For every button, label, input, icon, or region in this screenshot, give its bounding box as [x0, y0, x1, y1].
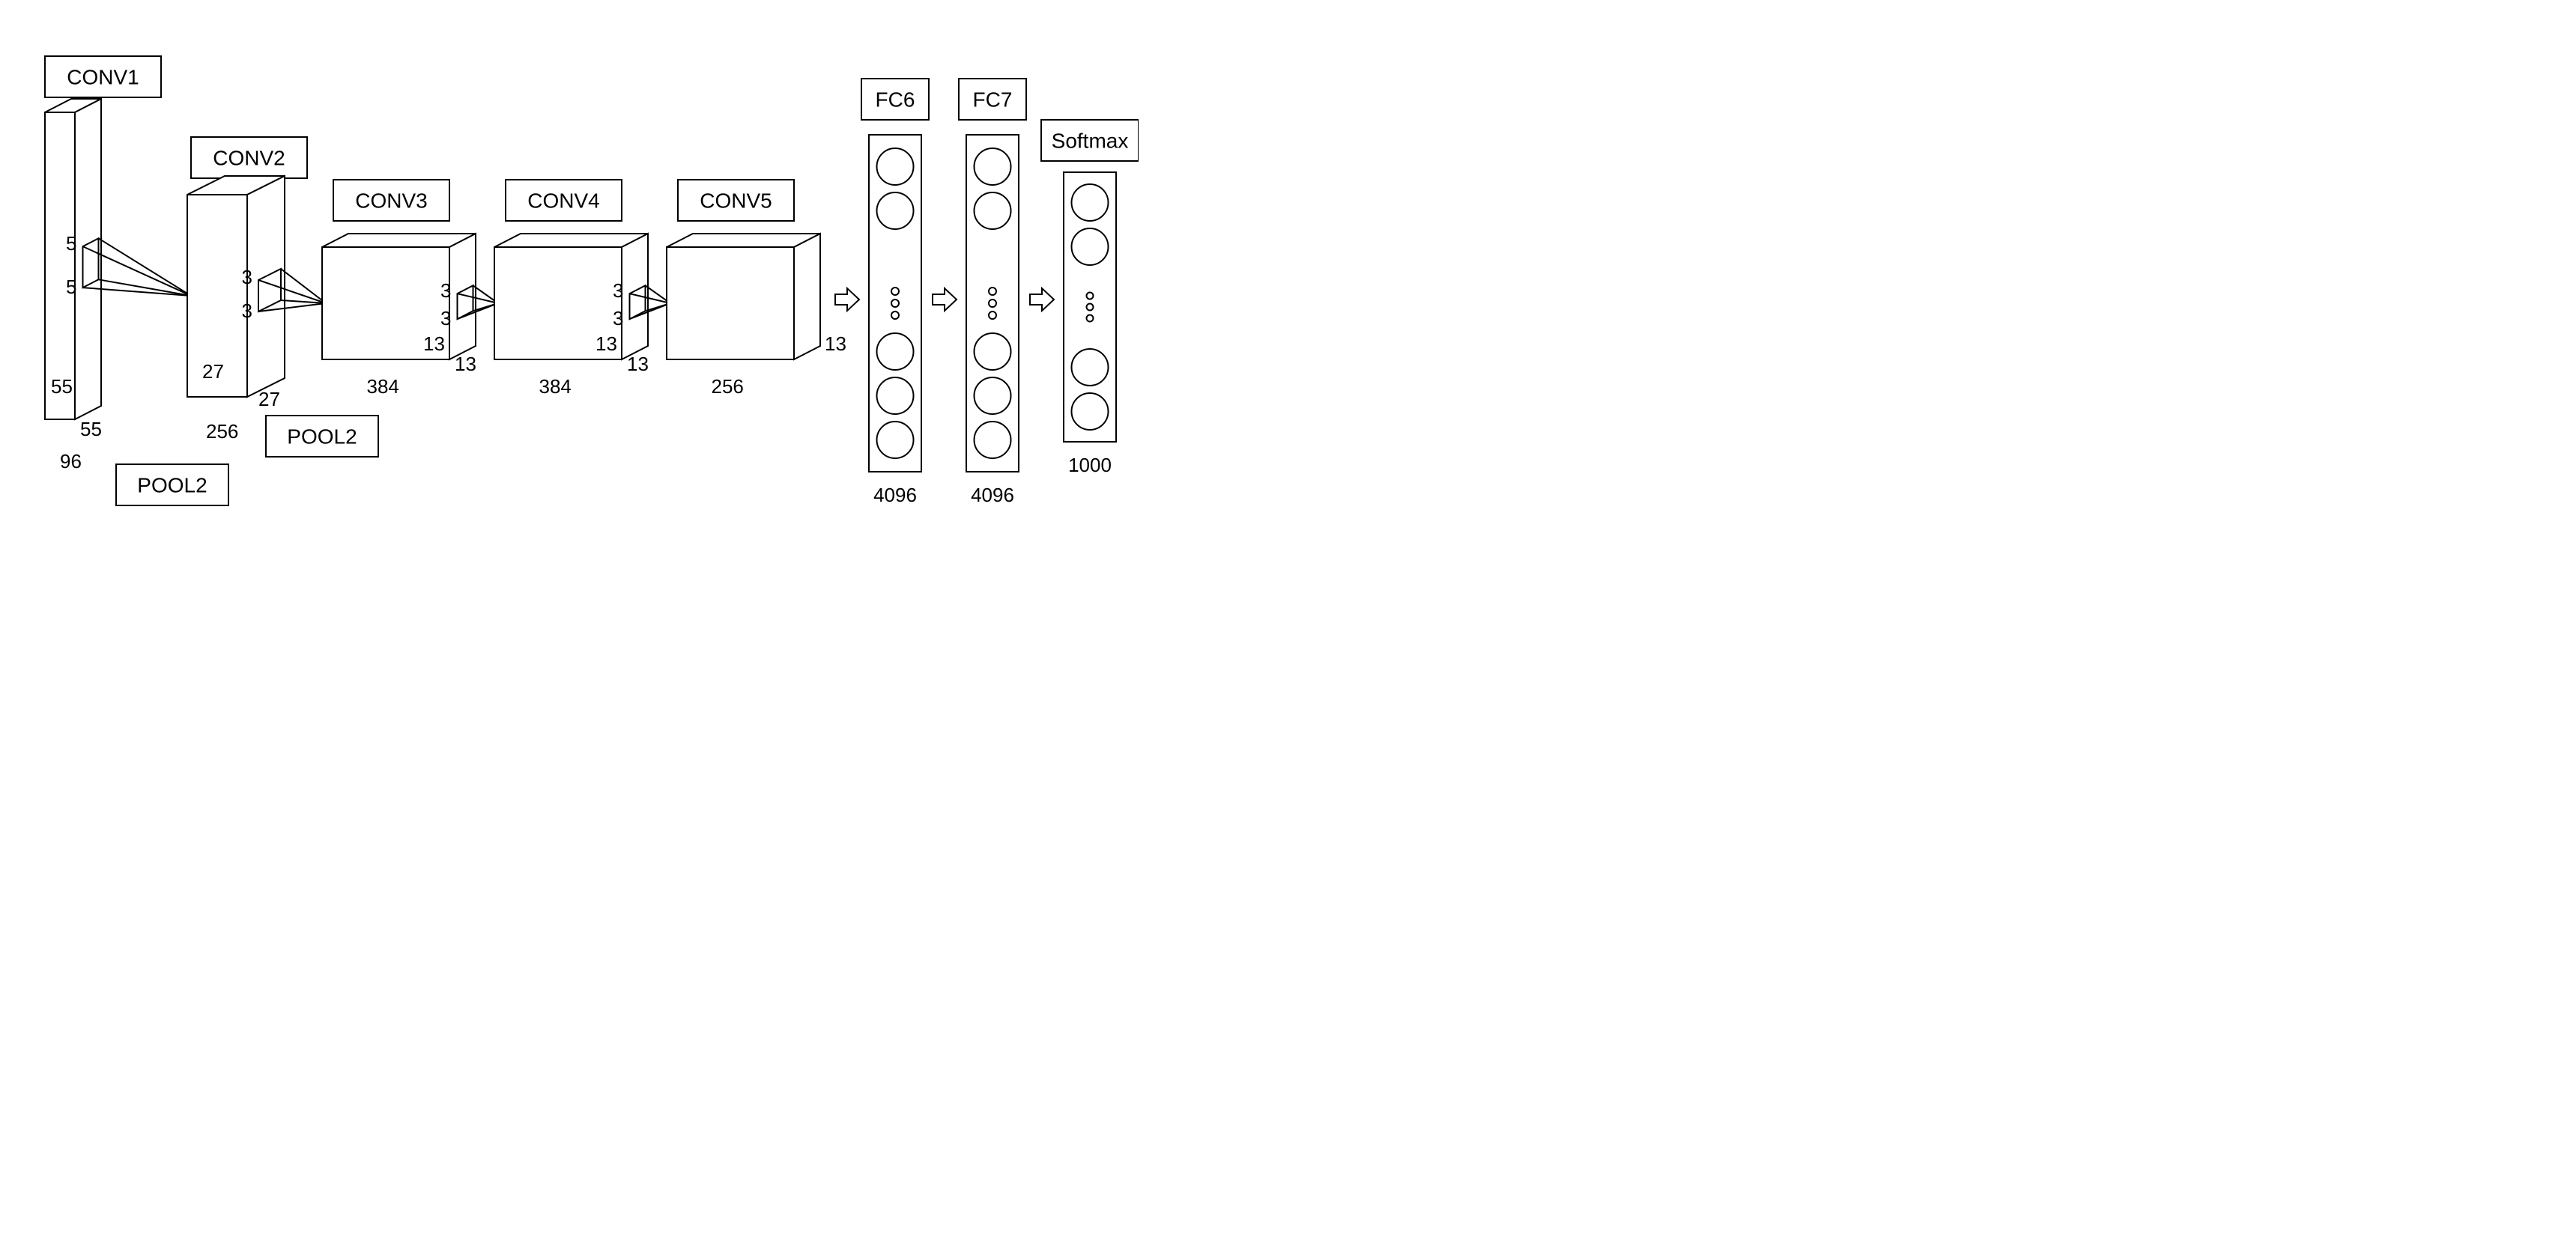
arrow-1: [933, 288, 957, 311]
pool1-label: POOL2: [116, 464, 228, 505]
svg-text:55: 55: [51, 375, 73, 398]
svg-text:5: 5: [66, 232, 76, 255]
svg-text:4096: 4096: [971, 484, 1014, 506]
softmax-label: Softmax: [1041, 120, 1139, 161]
fc6-label: FC6: [861, 79, 929, 120]
conv1-block: [45, 99, 191, 419]
pool2-label: POOL2: [266, 416, 378, 457]
svg-text:13: 13: [595, 332, 617, 355]
conv5-block: [667, 234, 820, 359]
svg-text:96: 96: [60, 450, 82, 472]
conv4-block: [494, 234, 670, 359]
svg-text:13: 13: [455, 353, 476, 375]
softmax-block: [1064, 172, 1116, 442]
svg-text:CONV2: CONV2: [213, 147, 285, 170]
svg-text:CONV5: CONV5: [700, 189, 772, 213]
svg-text:3: 3: [440, 279, 451, 302]
fc7-block: [966, 135, 1019, 472]
svg-text:3: 3: [613, 279, 623, 302]
svg-text:27: 27: [258, 388, 280, 410]
conv3-label: CONV3: [333, 180, 449, 221]
svg-text:POOL2: POOL2: [137, 474, 207, 497]
arrow-2: [1030, 288, 1054, 311]
svg-text:13: 13: [627, 353, 649, 375]
conv2-label: CONV2: [191, 137, 307, 178]
svg-text:3: 3: [613, 307, 623, 329]
svg-text:256: 256: [206, 420, 238, 443]
svg-text:13: 13: [825, 332, 846, 355]
arrow-0: [835, 288, 859, 311]
fc7-label: FC7: [959, 79, 1026, 120]
svg-text:3: 3: [242, 266, 252, 288]
svg-text:384: 384: [367, 375, 399, 398]
svg-text:1000: 1000: [1068, 454, 1112, 476]
svg-text:CONV4: CONV4: [527, 189, 599, 213]
svg-text:55: 55: [80, 418, 102, 440]
conv4-label: CONV4: [506, 180, 622, 221]
svg-text:FC7: FC7: [973, 88, 1013, 112]
svg-text:CONV1: CONV1: [67, 66, 139, 89]
svg-text:384: 384: [539, 375, 572, 398]
svg-text:13: 13: [423, 332, 445, 355]
svg-text:CONV3: CONV3: [355, 189, 427, 213]
svg-text:FC6: FC6: [876, 88, 915, 112]
conv3-block: [322, 234, 498, 359]
conv5-label: CONV5: [678, 180, 794, 221]
svg-text:Softmax: Softmax: [1052, 130, 1129, 153]
svg-text:27: 27: [202, 360, 224, 383]
svg-text:256: 256: [712, 375, 744, 398]
svg-text:3: 3: [242, 300, 252, 322]
svg-text:POOL2: POOL2: [287, 425, 357, 449]
svg-text:5: 5: [66, 276, 76, 298]
fc6-block: [869, 135, 921, 472]
svg-text:4096: 4096: [873, 484, 917, 506]
svg-text:3: 3: [440, 307, 451, 329]
conv1-label: CONV1: [45, 56, 161, 97]
alexnet-diagram: CONV155559655POOL2CONV2272725633POOL2CON…: [0, 0, 1139, 547]
